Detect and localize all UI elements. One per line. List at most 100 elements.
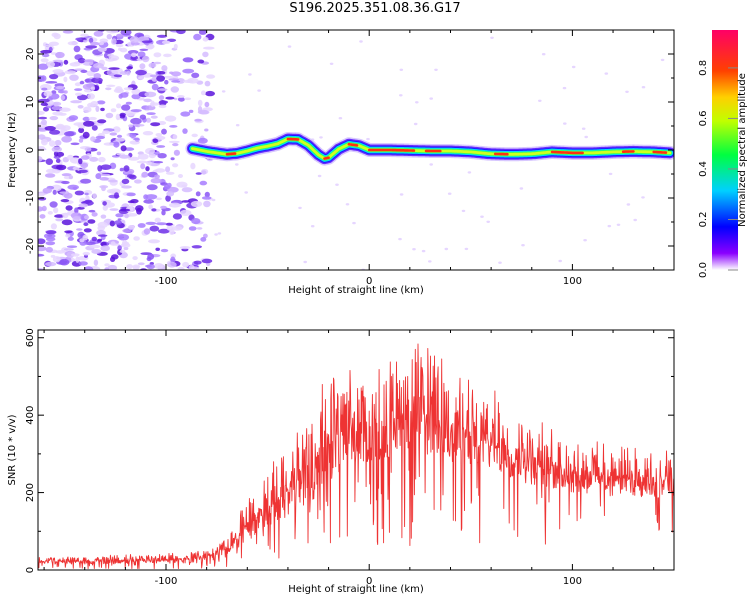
noise-blob (75, 92, 83, 97)
noise-blob (66, 245, 78, 248)
noise-blob (88, 37, 94, 44)
noise-blob (83, 228, 92, 233)
noise-blob (97, 221, 108, 228)
noise-blob (74, 207, 79, 214)
noise-blob (157, 71, 166, 75)
noise-blob (41, 139, 48, 146)
noise-blob (38, 192, 45, 197)
noise-blob (121, 178, 130, 185)
noise-blob (170, 157, 175, 161)
noise-blob (97, 156, 106, 163)
noise-speck (604, 72, 609, 75)
noise-blob (80, 162, 89, 168)
noise-blob (158, 104, 167, 109)
noise-blob (119, 167, 124, 172)
noise-blob (75, 37, 82, 41)
noise-speck (633, 218, 637, 222)
noise-blob (152, 138, 159, 144)
noise-blob (49, 116, 59, 121)
noise-blob (138, 76, 144, 80)
noise-speck (607, 224, 612, 228)
noise-blob (45, 168, 57, 174)
noise-blob (138, 124, 145, 127)
noise-blob (145, 147, 155, 155)
noise-speck (298, 206, 302, 210)
noise-blob (83, 222, 89, 227)
noise-blob (68, 175, 74, 180)
noise-blob (106, 34, 113, 40)
noise-speck (217, 232, 222, 235)
noise-blob (52, 101, 62, 106)
noise-blob (126, 264, 133, 270)
noise-blob (146, 160, 152, 166)
noise-speck (490, 36, 494, 39)
noise-blob (67, 236, 74, 241)
noise-blob (99, 177, 109, 181)
noise-blob (52, 189, 57, 195)
noise-blob (201, 258, 213, 264)
noise-speck (235, 163, 239, 166)
noise-blob (51, 184, 62, 192)
noise-blob (154, 168, 166, 173)
noise-blob (168, 78, 180, 81)
noise-blob (84, 192, 89, 196)
noise-blob (70, 142, 80, 146)
noise-speck (345, 203, 350, 206)
noise-blob (130, 117, 142, 125)
noise-blob (188, 264, 195, 270)
noise-blob (93, 30, 104, 37)
noise-blob (161, 65, 168, 72)
noise-blob (91, 249, 102, 254)
noise-blob (87, 93, 95, 100)
y-tick-label: -10 (25, 190, 36, 206)
noise-blob (56, 164, 67, 171)
noise-speck (429, 163, 434, 166)
noise-blob (191, 218, 201, 225)
noise-blob (85, 45, 98, 49)
noise-blob (124, 213, 129, 219)
noise-blob (91, 236, 98, 242)
noise-blob (190, 200, 203, 208)
noise-blob (38, 238, 46, 245)
noise-blob (76, 206, 85, 210)
noise-blob (113, 88, 124, 94)
noise-blob (198, 30, 207, 35)
noise-blob (97, 47, 107, 52)
noise-blob (101, 66, 108, 71)
noise-blob (148, 153, 156, 159)
noise-blob (63, 192, 73, 199)
noise-blob (60, 129, 68, 132)
noise-blob (42, 187, 52, 194)
noise-blob (170, 86, 179, 93)
noise-blob (156, 34, 168, 38)
ridge-peak (323, 156, 330, 160)
noise-blob (38, 253, 45, 257)
noise-blob (147, 43, 154, 50)
noise-blob (92, 193, 97, 199)
noise-speck (399, 94, 403, 97)
noise-blob (203, 233, 208, 239)
noise-blob (134, 179, 142, 184)
noise-blob (202, 51, 209, 58)
noise-blob (78, 261, 88, 266)
noise-blob (141, 40, 153, 43)
noise-blob (194, 118, 203, 122)
noise-blob (98, 234, 108, 237)
noise-blob (97, 119, 107, 124)
noise-blob (90, 136, 96, 142)
noise-blob (115, 43, 124, 48)
noise-blob (197, 137, 208, 144)
noise-blob (143, 199, 155, 204)
noise-blob (151, 208, 157, 212)
noise-blob (166, 191, 175, 197)
noise-blob (169, 71, 174, 75)
noise-blob (204, 191, 210, 198)
noise-blob (63, 248, 74, 251)
noise-blob (84, 241, 96, 246)
noise-speck (366, 137, 370, 141)
noise-blob (145, 194, 158, 200)
noise-blob (45, 230, 57, 235)
noise-blob (162, 75, 175, 79)
noise-blob (51, 146, 62, 153)
chart-title: S196.2025.351.08.36.G17 (289, 1, 461, 16)
